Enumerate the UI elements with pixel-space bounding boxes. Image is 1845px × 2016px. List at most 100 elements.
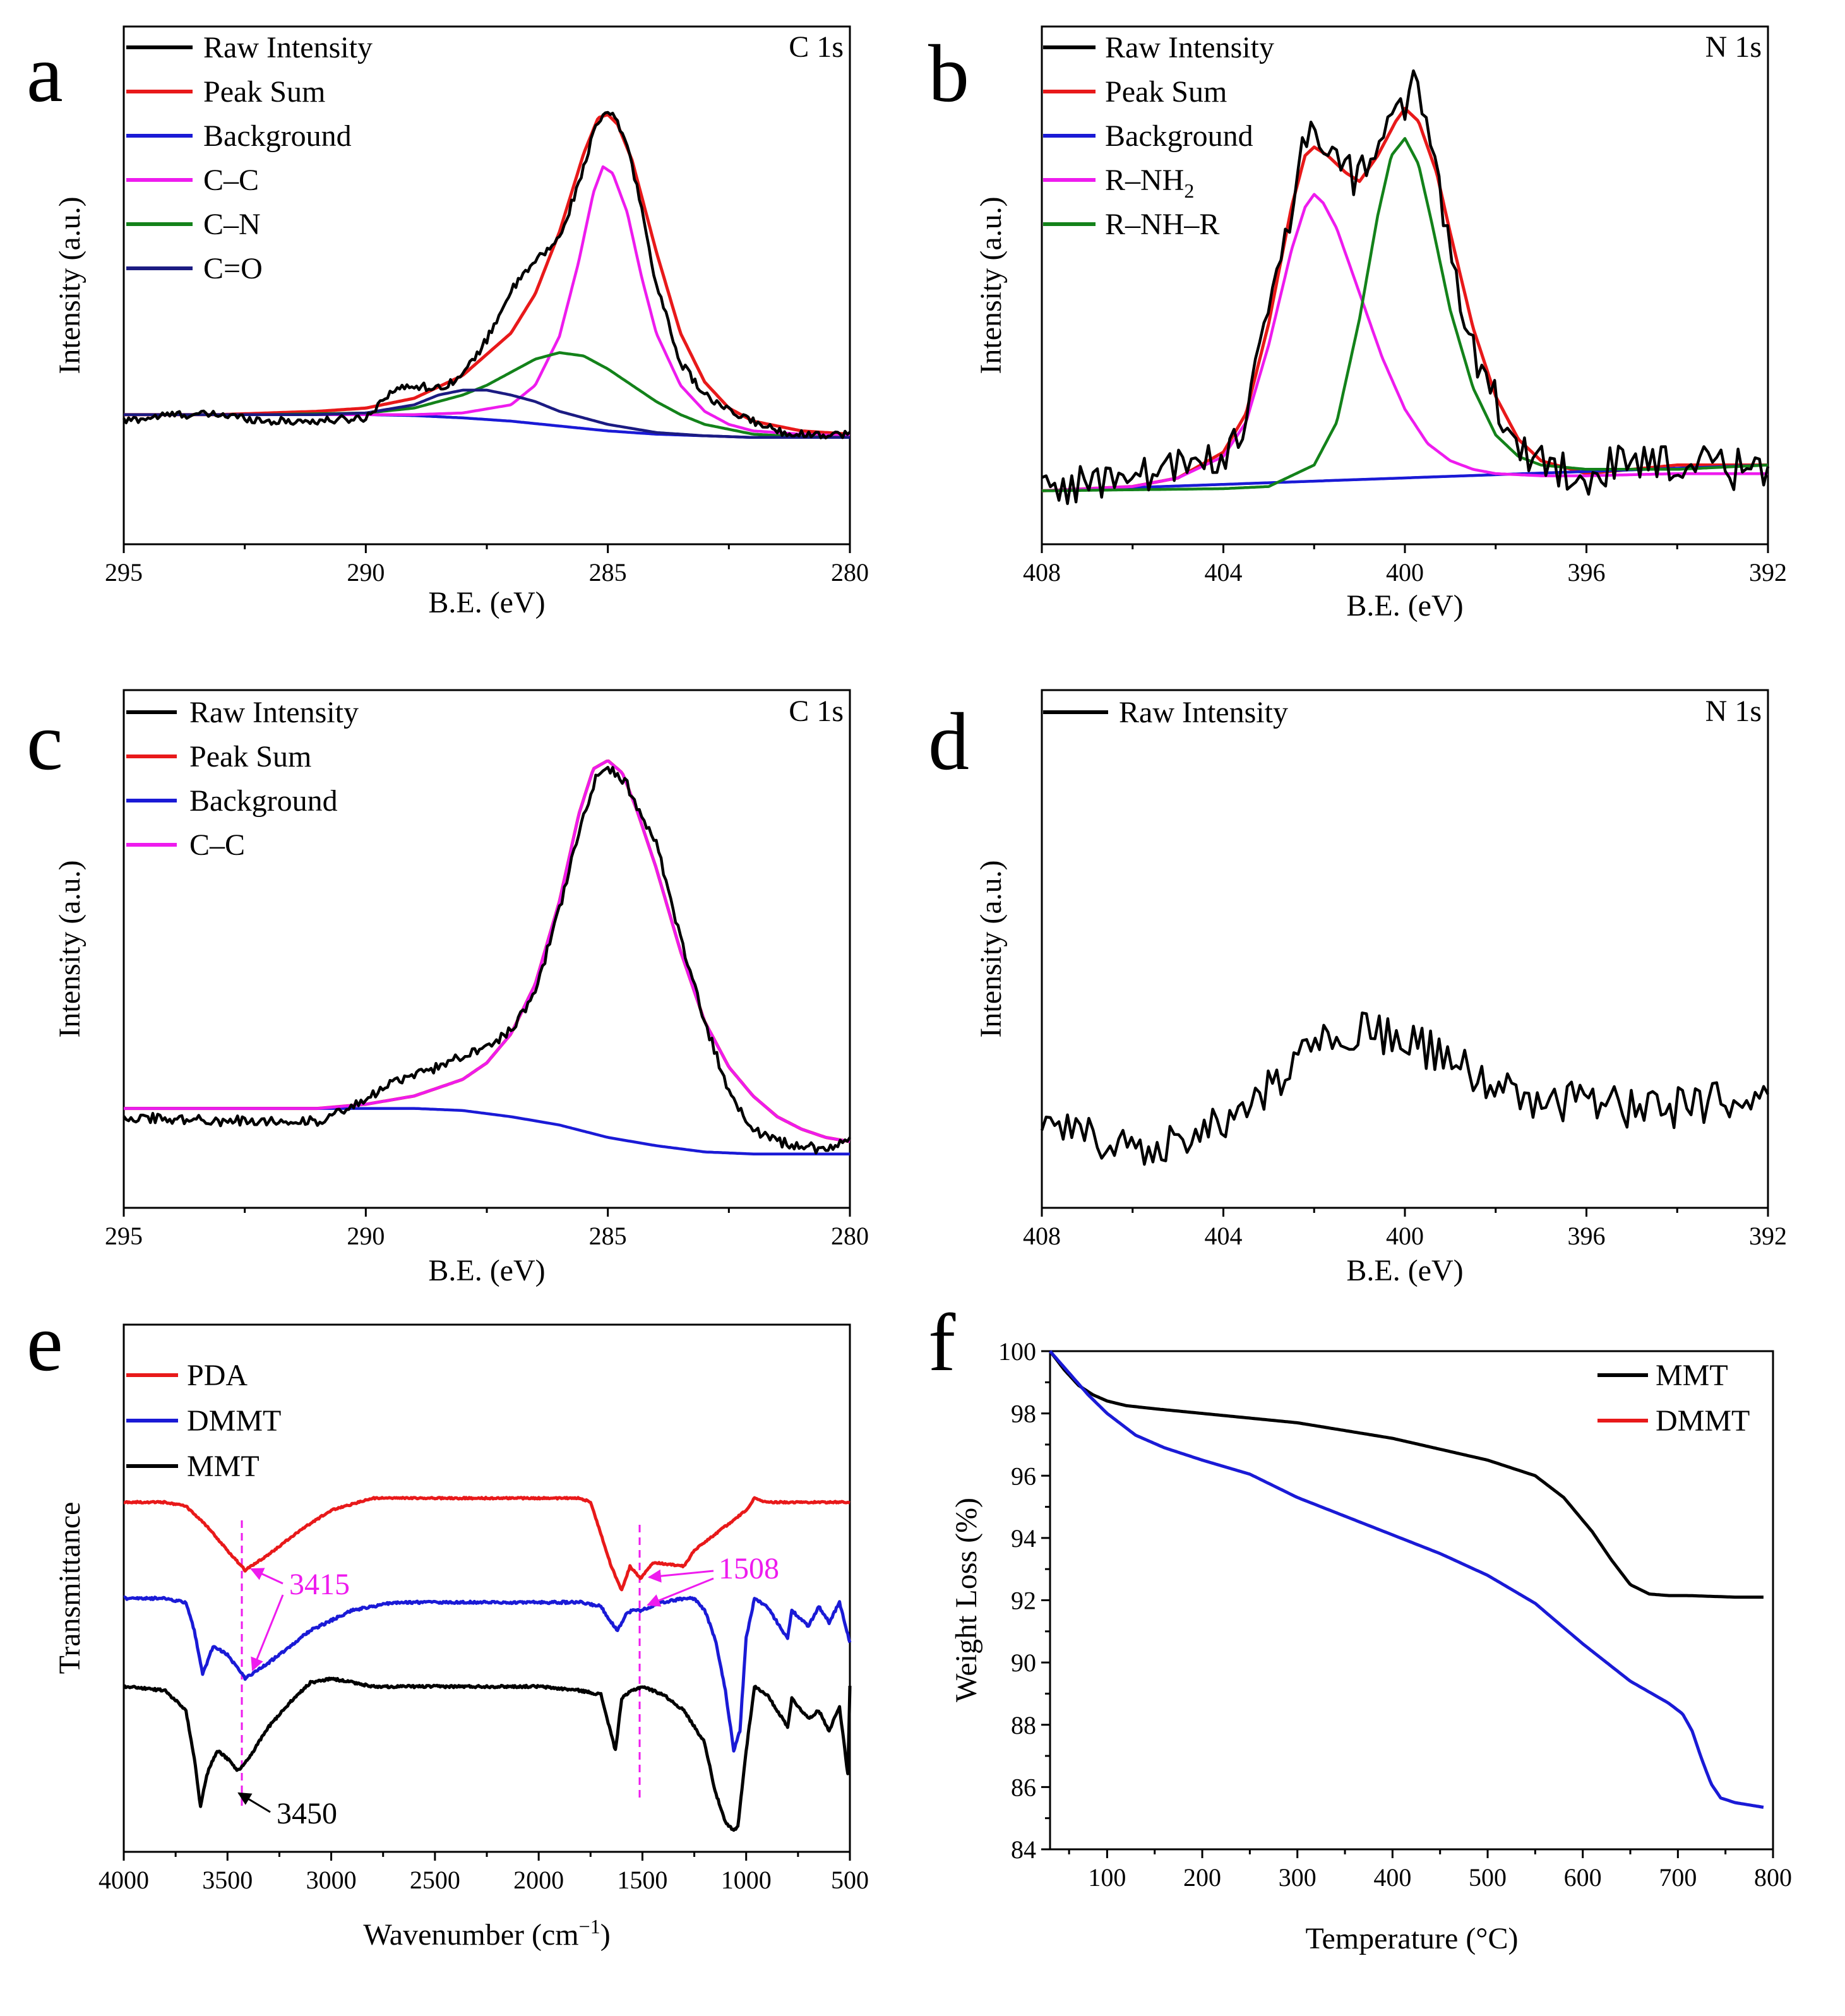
x-tick-label: 285	[589, 558, 627, 587]
legend-label-dmmt: DMMT	[187, 1404, 281, 1438]
panel-e-ftir: 4000 3500 3000 2500 2000 1500 1000 500 3415 150…	[53, 1323, 869, 1952]
legend-label-raw-intensity: Raw Intensity	[1119, 696, 1288, 729]
x-tick-label: 4000	[99, 1866, 149, 1894]
x-tick-label: 400	[1386, 1222, 1424, 1250]
x-tick-label: 396	[1568, 558, 1606, 587]
x-tick-label: 3000	[306, 1866, 357, 1894]
y-axis-label: Intensity (a.u.)	[53, 860, 87, 1037]
x-tick-label: 392	[1749, 558, 1787, 587]
series-line-mmt	[1049, 1350, 1764, 1599]
series-line-r-nh	[1041, 193, 1768, 492]
x-tick-label: 400	[1373, 1863, 1411, 1892]
x-tick-label: 408	[1023, 558, 1061, 587]
x-axis-ticks: 408 404 400 396 392	[1023, 1208, 1787, 1250]
x-tick-label: 600	[1564, 1863, 1602, 1892]
x-axis-ticks: 4000 3500 3000 2500 2000 1500 1000 500	[99, 1852, 869, 1894]
series-line-dmmt	[123, 1596, 852, 1753]
legend-label-raw-intensity: Raw Intensity	[1105, 31, 1274, 64]
annotation-3450: 3450	[277, 1797, 337, 1830]
legend-label-peak-sum: Peak Sum	[203, 75, 325, 109]
x-tick-label: 400	[1386, 558, 1424, 587]
x-tick-label: 1500	[617, 1866, 667, 1894]
y-tick-label: 90	[1011, 1649, 1036, 1677]
x-axis-ticks: 295 290 285 280	[105, 544, 869, 587]
series-line-c-o	[124, 388, 850, 439]
x-axis-label-main: Wavenumber (cm	[363, 1918, 578, 1952]
panel-f-tga: 100 200 300 400 500 600 700 800 84 86 88 90 92 94 96 9…	[950, 1337, 1792, 1955]
y-tick-label: 86	[1011, 1773, 1036, 1801]
x-tick-label: 408	[1023, 1222, 1061, 1250]
legend-label-pda: PDA	[187, 1359, 248, 1392]
series-line-dmmt	[1049, 1350, 1764, 1809]
y-axis-label: Weight Loss (%)	[950, 1498, 983, 1702]
x-tick-label: 200	[1183, 1863, 1221, 1892]
x-tick-label: 290	[347, 1222, 385, 1250]
y-axis-label: Transmittance	[53, 1502, 87, 1674]
legend-label-mmt: MMT	[187, 1450, 260, 1483]
series-group	[1040, 1011, 1769, 1166]
legend-label-peak-sum: Peak Sum	[1105, 75, 1227, 109]
legend-label-dmmt: DMMT	[1656, 1404, 1750, 1438]
series-line-raw-intensity	[122, 765, 851, 1155]
y-tick-label: 88	[1011, 1711, 1036, 1739]
x-tick-label: 280	[831, 558, 869, 587]
legend-label-peak-sum: Peak Sum	[189, 740, 311, 773]
series-line-mmt	[123, 1676, 852, 1832]
legend-label-background: Background	[189, 784, 338, 818]
panel-b-xps-n1s: 408 404 400 396 392 N 1s B.E. (eV) Intensity…	[974, 25, 1787, 623]
series-group	[122, 759, 851, 1155]
series-line-background	[124, 1107, 850, 1155]
legend-label-background: Background	[1105, 119, 1253, 153]
x-tick-label: 285	[589, 1222, 627, 1250]
y-axis-label: Intensity (a.u.)	[974, 860, 1008, 1037]
y-tick-label: 98	[1011, 1400, 1036, 1428]
panel-letter-e: e	[27, 1297, 63, 1388]
series-group	[123, 1496, 852, 1832]
x-tick-label: 1000	[721, 1866, 772, 1894]
x-tick-label: 392	[1749, 1222, 1787, 1250]
legend-label-c-n: C–N	[203, 208, 261, 241]
peak-label: C 1s	[789, 30, 844, 64]
series-line-peak-sum	[124, 759, 851, 1143]
x-axis-label: B.E. (eV)	[1346, 1254, 1463, 1287]
arrow-1508-to-dmmt	[647, 1577, 714, 1607]
x-tick-label: 700	[1659, 1863, 1697, 1892]
legend-label-r-nh2: R–NH2	[1105, 164, 1194, 202]
x-tick-label: 404	[1205, 1222, 1243, 1250]
series-line-pda	[123, 1496, 851, 1592]
x-tick-label: 800	[1754, 1863, 1792, 1892]
x-axis-ticks: 295 290 285 280	[105, 1208, 869, 1250]
panel-letter-d: d	[928, 696, 969, 787]
x-axis-ticks: 408 404 400 396 392	[1023, 544, 1787, 587]
x-tick-label: 500	[831, 1866, 869, 1894]
series-group	[122, 110, 851, 439]
panel-a-xps-c1s: 295 290 285 280 C 1s B.E. (eV) Intensity (a…	[53, 25, 869, 619]
series-line-c-c	[124, 760, 851, 1143]
legend: Raw Intensity Peak Sum Background R–NH2 …	[1043, 31, 1274, 241]
series-group	[1049, 1350, 1764, 1809]
legend-label-mmt: MMT	[1656, 1359, 1728, 1392]
x-tick-label: 280	[831, 1222, 869, 1250]
arrow-3415-to-pda	[250, 1568, 284, 1585]
x-axis-label: B.E. (eV)	[1346, 589, 1463, 623]
series-line-c-n	[124, 351, 850, 439]
y-tick-label: 100	[998, 1337, 1036, 1366]
x-axis-label: B.E. (eV)	[428, 1254, 545, 1287]
legend: Raw Intensity Peak Sum Background C–C	[126, 696, 359, 862]
panel-letter-a: a	[27, 28, 63, 119]
guide-lines	[241, 1520, 641, 1806]
y-tick-label: 92	[1011, 1587, 1036, 1615]
x-tick-label: 396	[1568, 1222, 1606, 1250]
panel-letter-c: c	[27, 696, 63, 787]
legend-label-c-c: C–C	[203, 164, 259, 197]
x-axis-label: Temperature (°C)	[1305, 1922, 1518, 1955]
x-axis-label: B.E. (eV)	[428, 586, 545, 619]
x-axis-label-end: )	[600, 1918, 611, 1952]
x-tick-label: 404	[1205, 558, 1243, 587]
arrow-1508-to-pda	[647, 1569, 714, 1583]
panel-d-xps-n1s: 408 404 400 396 392 N 1s B.E. (eV) Intensity…	[974, 689, 1787, 1287]
peak-label: C 1s	[789, 695, 844, 728]
legend: PDA DMMT MMT	[126, 1359, 281, 1483]
y-axis-ticks: 84 86 88 90 92 94 96 98 100	[998, 1337, 1050, 1864]
